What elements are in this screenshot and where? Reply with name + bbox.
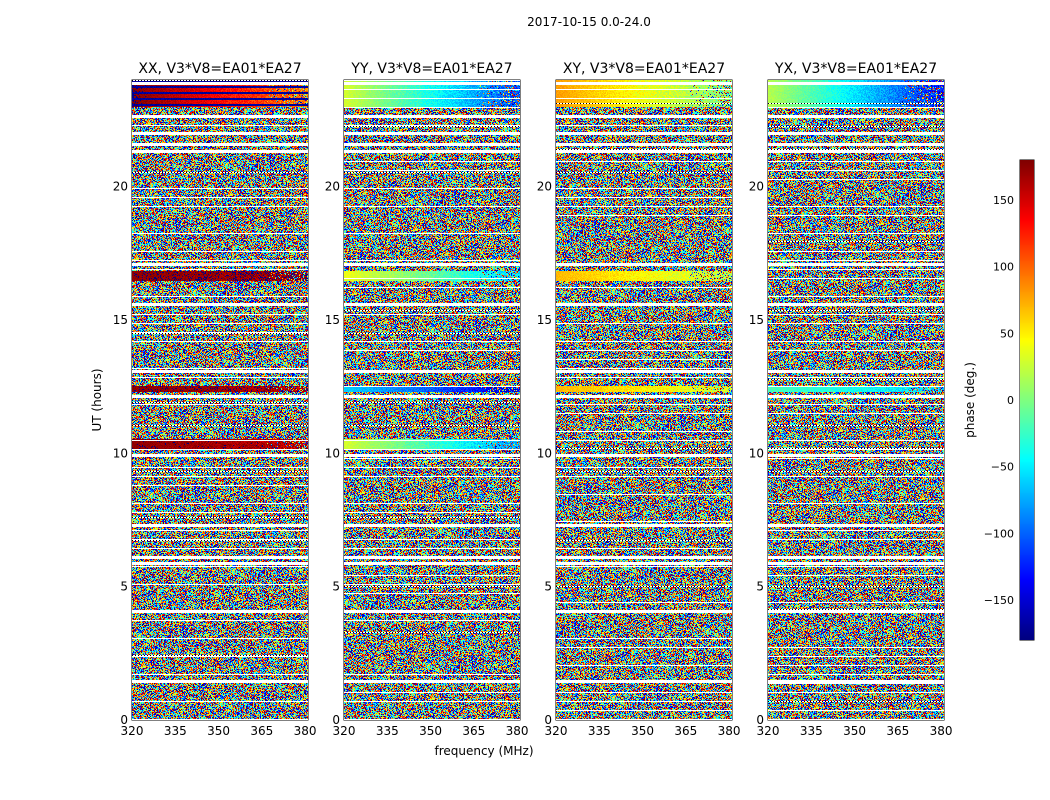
x-tick-label: 365 <box>250 724 273 738</box>
y-tick-label: 0 <box>544 713 552 727</box>
y-tick-label: 5 <box>120 580 128 594</box>
heatmap-xx <box>132 80 308 720</box>
colorbar-tick-label: 100 <box>993 261 1014 274</box>
colorbar-label: phase (deg.) <box>963 362 977 438</box>
colorbar-tick-label: 0 <box>1007 394 1014 407</box>
colorbar-tick-label: −50 <box>991 461 1014 474</box>
colorbar-tick-label: 150 <box>993 194 1014 207</box>
panel-title-yy: YY, V3*V8=EA01*EA27 <box>350 61 512 77</box>
figure-title: 2017-10-15 0.0-24.0 <box>527 15 651 29</box>
x-tick-label: 335 <box>376 724 399 738</box>
y-tick-label: 10 <box>325 446 340 460</box>
y-tick-label: 10 <box>749 446 764 460</box>
panel-title-xx: XX, V3*V8=EA01*EA27 <box>138 61 301 77</box>
x-tick-label: 365 <box>462 724 485 738</box>
heatmap-xy <box>556 80 732 720</box>
x-tick-label: 350 <box>843 724 866 738</box>
x-tick-label: 380 <box>930 724 953 738</box>
x-tick-label: 380 <box>294 724 317 738</box>
x-tick-label: 365 <box>886 724 909 738</box>
y-tick-label: 15 <box>325 313 340 327</box>
y-tick-label: 0 <box>332 713 340 727</box>
colorbar-gradient <box>1020 160 1034 640</box>
x-axis-label: frequency (MHz) <box>434 744 533 758</box>
y-tick-label: 5 <box>544 580 552 594</box>
y-axis-label: UT (hours) <box>90 368 104 431</box>
y-tick-label: 10 <box>113 446 128 460</box>
y-tick-label: 20 <box>537 180 552 194</box>
y-tick-label: 20 <box>113 180 128 194</box>
x-tick-label: 335 <box>800 724 823 738</box>
y-tick-label: 20 <box>749 180 764 194</box>
y-tick-label: 15 <box>749 313 764 327</box>
x-tick-label: 365 <box>674 724 697 738</box>
x-tick-label: 350 <box>631 724 654 738</box>
x-tick-label: 320 <box>757 724 780 738</box>
y-tick-label: 5 <box>756 580 764 594</box>
colorbar-tick-label: −150 <box>984 594 1014 607</box>
panel-title-xy: XY, V3*V8=EA01*EA27 <box>563 61 725 77</box>
x-tick-label: 380 <box>506 724 529 738</box>
panel-xx: XX, V3*V8=EA01*EA27 320 335 350 365 380 0 5 10 1… <box>113 61 317 738</box>
x-tick-label: 350 <box>207 724 230 738</box>
x-tick-label: 320 <box>333 724 356 738</box>
y-tick-label: 20 <box>325 180 340 194</box>
x-tick-label: 320 <box>121 724 144 738</box>
heatmap-yy <box>344 80 520 720</box>
x-tick-label: 380 <box>718 724 741 738</box>
heatmap-yx <box>768 80 944 720</box>
panel-title-yx: YX, V3*V8=EA01*EA27 <box>774 61 937 77</box>
y-tick-label: 15 <box>113 313 128 327</box>
colorbar-tick-label: 50 <box>1000 327 1014 340</box>
y-tick-label: 10 <box>537 446 552 460</box>
y-tick-label: 15 <box>537 313 552 327</box>
colorbar-tick-label: −100 <box>984 527 1014 540</box>
x-tick-label: 335 <box>588 724 611 738</box>
y-tick-label: 0 <box>756 713 764 727</box>
x-tick-label: 350 <box>419 724 442 738</box>
x-tick-label: 320 <box>545 724 568 738</box>
x-tick-label: 335 <box>164 724 187 738</box>
y-tick-label: 0 <box>120 713 128 727</box>
y-tick-label: 5 <box>332 580 340 594</box>
